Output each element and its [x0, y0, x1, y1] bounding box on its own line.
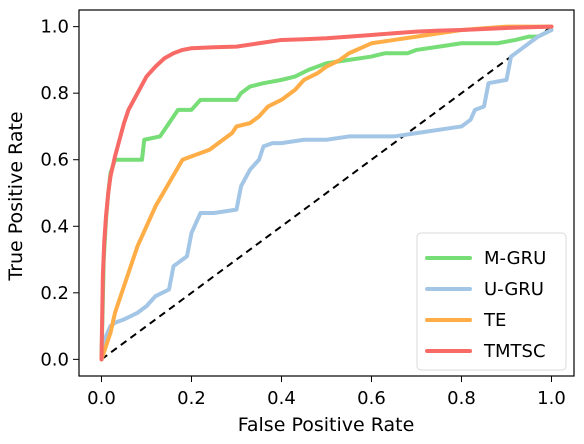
axes: [78, 9, 575, 377]
legend-label-u-gru: U-GRU: [484, 279, 544, 300]
x-axis-label: False Positive Rate: [238, 414, 415, 436]
series-line-m-gru: [99, 27, 554, 362]
x-tick-label: 0.0: [87, 388, 116, 409]
plot-frame: [78, 9, 575, 377]
ticks: 0.0 0.2 0.4 0.6 0.8 1.0 0.0 0.2 0.4 0.6 0.8 1.0: [40, 17, 565, 409]
x-tick-label: 1.0: [537, 388, 566, 409]
legend-label-m-gru: M-GRU: [484, 248, 546, 269]
series-line-u-gru: [99, 27, 554, 362]
legend-label-tmtsc: TMTSC: [483, 341, 546, 362]
x-tick-label: 0.2: [177, 388, 206, 409]
y-tick-label: 0.6: [40, 150, 69, 171]
y-tick-label: 0.2: [40, 283, 69, 304]
x-tick-label: 0.4: [267, 388, 296, 409]
x-tick-label: 0.6: [357, 388, 386, 409]
y-tick-label: 0.4: [40, 216, 69, 237]
reference-diagonal-line: [100, 25, 553, 361]
y-axis-label: True Positive Rate: [5, 111, 27, 281]
legend: M-GRU U-GRU TE TMTSC: [416, 232, 567, 371]
x-tick-label: 0.8: [447, 388, 476, 409]
plot-area: [99, 24, 554, 362]
series-line-tmtsc: [99, 24, 554, 362]
y-tick-label: 0.8: [40, 83, 69, 104]
legend-box: [416, 232, 567, 371]
y-tick-label: 1.0: [40, 17, 69, 38]
legend-label-te: TE: [483, 310, 506, 331]
y-tick-label: 0.0: [40, 349, 69, 370]
series-line-te: [99, 24, 554, 362]
